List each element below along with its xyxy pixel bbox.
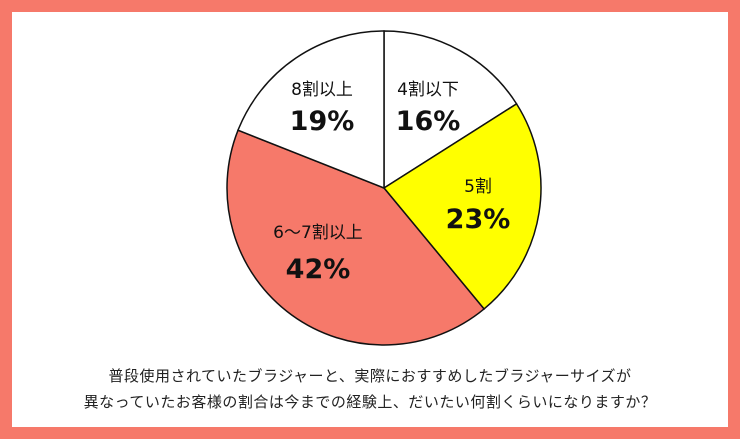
slice-percent-label: 16% — [396, 106, 461, 137]
slice-percent-label: 23% — [446, 204, 511, 235]
slice-percent-label: 19% — [290, 106, 355, 137]
pie-slice — [383, 30, 518, 190]
pie-slice — [237, 30, 385, 190]
caption-line-2: 異なっていたお客様の割合は今までの経験上、だいたい何割くらいになりますか？ — [83, 393, 657, 411]
caption-line-1: 普段使用されていたブラジャーと、実際におすすめしたブラジャーサイズが — [108, 367, 632, 385]
slice-label: 6～7割以上 — [273, 223, 363, 243]
slice-percent-label: 42% — [286, 254, 351, 285]
pie-slice — [382, 102, 542, 311]
pie-slice — [226, 129, 486, 346]
slice-label: 5割 — [464, 177, 492, 197]
slice-label: 4割以下 — [397, 80, 459, 100]
slice-label: 8割以上 — [291, 80, 353, 100]
